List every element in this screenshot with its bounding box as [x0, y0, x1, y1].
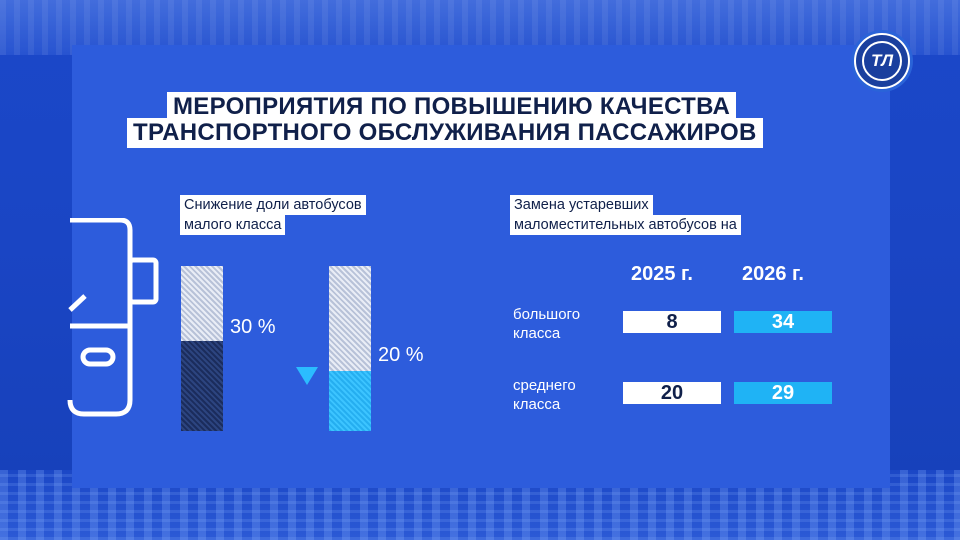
after-share-label: 20 % — [378, 344, 424, 366]
right-label-line-2: маломестительных автобусов на — [510, 215, 741, 235]
bar-before-share — [181, 341, 223, 431]
row-label-large-line-2: класса — [513, 325, 561, 342]
logo-text: ТЛ — [862, 41, 902, 81]
cell-medium-2026: 29 — [734, 382, 832, 404]
row-label-medium-line-1: среднего — [513, 377, 576, 394]
row-label-large-line-1: большого — [513, 306, 581, 323]
cell-large-2026: 34 — [734, 311, 832, 333]
broadcaster-logo-icon: ТЛ — [854, 33, 910, 89]
row-label-medium-line-2: класса — [513, 396, 561, 413]
column-header-2026: 2026 г. — [742, 263, 804, 285]
title-line-1: МЕРОПРИЯТИЯ ПО ПОВЫШЕНИЮ КАЧЕСТВА — [167, 92, 737, 122]
before-share-label: 30 % — [230, 316, 276, 338]
right-label-line-1: Замена устаревших — [510, 195, 653, 215]
cell-medium-2025: 20 — [623, 382, 721, 404]
column-header-2025: 2025 г. — [631, 263, 693, 285]
bar-before-remainder — [181, 266, 223, 341]
left-label-line-2: малого класса — [180, 215, 286, 235]
bar-after-share — [329, 371, 371, 431]
bus-outline-icon — [67, 218, 159, 417]
cell-large-2025: 8 — [623, 311, 721, 333]
left-label-line-1: Снижение доли автобусов — [180, 195, 366, 215]
down-triangle-icon — [296, 367, 318, 385]
title-line-2: ТРАНСПОРТНОГО ОБСЛУЖИВАНИЯ ПАССАЖИРОВ — [127, 118, 763, 148]
bar-after-remainder — [329, 266, 371, 371]
